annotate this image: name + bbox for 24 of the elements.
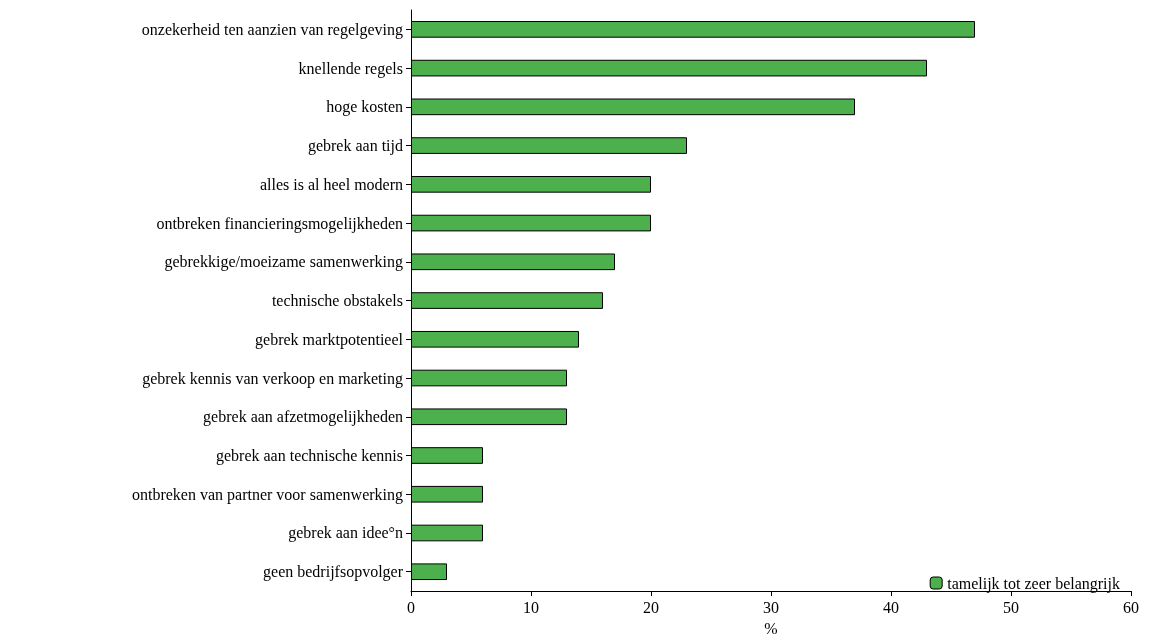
y-tick-label: gebrek kennis van verkoop en marketing — [142, 369, 403, 388]
x-axis-title: % — [764, 619, 778, 637]
legend-label: tamelijk tot zeer belangrijk — [947, 574, 1121, 593]
y-tick-label: gebrek aan afzetmogelijkheden — [203, 408, 403, 427]
y-tick-label: gebrek aan idee°n — [288, 524, 403, 543]
x-tick-label: 50 — [1003, 598, 1019, 616]
x-tick-label: 40 — [883, 598, 899, 616]
x-tick-label: 0 — [407, 598, 415, 616]
y-tick-label: gebrekkige/moeizame samenwerking — [164, 253, 403, 272]
y-tick-label: knellende regels — [298, 59, 403, 78]
x-tick-label: 30 — [763, 598, 779, 616]
y-tick-label: gebrek aan technische kennis — [215, 447, 403, 466]
y-tick-label: geen bedrijfsopvolger — [263, 563, 404, 582]
y-tick-label: alles is al heel modern — [259, 175, 403, 193]
y-tick-label: ontbreken financieringsmogelijkheden — [156, 214, 403, 233]
y-tick-label: ontbreken van partner voor samenwerking — [131, 485, 403, 504]
y-tick-label: technische obstakels — [271, 292, 403, 310]
y-tick-label: onzekerheid ten aanzien van regelgeving — [141, 20, 403, 39]
x-tick-label: 10 — [523, 598, 539, 616]
y-tick-label: hoge kosten — [326, 98, 403, 117]
y-tick-label: gebrek marktpotentieel — [255, 330, 404, 349]
x-tick-label: 60 — [1123, 598, 1139, 616]
y-tick-label: gebrek aan tijd — [307, 137, 403, 156]
x-tick-label: 20 — [643, 598, 659, 616]
